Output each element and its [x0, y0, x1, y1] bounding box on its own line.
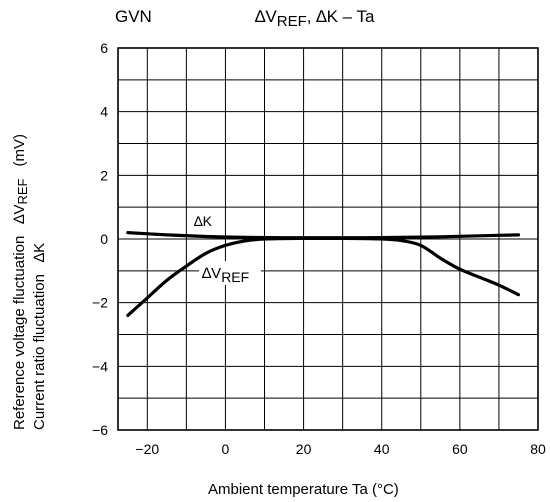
svg-text:Reference voltage fluctuation∆: Reference voltage fluctuation∆VREF(mV)	[11, 134, 30, 430]
x-tick-label: 40	[374, 441, 390, 457]
y-tick-label: 2	[100, 167, 108, 183]
x-axis-label: Ambient temperature Ta (°C)	[208, 481, 399, 498]
y-tick-label: 0	[100, 231, 108, 247]
y-tick-label: 4	[100, 104, 108, 120]
annotation-delta-vref: ∆VREF	[199, 261, 261, 285]
y-axis-label-line1: Reference voltage fluctuation∆VREF(mV)	[11, 134, 30, 430]
y-tick-label: −2	[92, 295, 108, 311]
curves	[126, 231, 521, 317]
grid	[118, 48, 538, 430]
svg-text:∆VREF: ∆VREF	[202, 265, 249, 285]
chart-title: ∆VREF, ∆K – Ta	[255, 7, 375, 30]
x-tick-label: 80	[530, 441, 546, 457]
curve-delta-vref	[126, 236, 521, 317]
svg-text:Current ratio fluctuation∆K: Current ratio fluctuation∆K	[31, 243, 48, 430]
y-axis-label-line2: Current ratio fluctuation∆K	[31, 243, 48, 430]
x-tick-label: 0	[222, 441, 230, 457]
y-tick-label: 6	[100, 40, 108, 56]
y-tick-label: −4	[92, 358, 108, 374]
x-tick-label: 20	[296, 441, 312, 457]
plot-frame	[117, 47, 539, 431]
device-label: GVN	[115, 7, 152, 26]
annotation-delta-k: ∆K	[194, 213, 213, 229]
x-tick-label: −20	[135, 441, 159, 457]
y-tick-label: −6	[92, 422, 108, 438]
x-tick-label: 60	[452, 441, 468, 457]
